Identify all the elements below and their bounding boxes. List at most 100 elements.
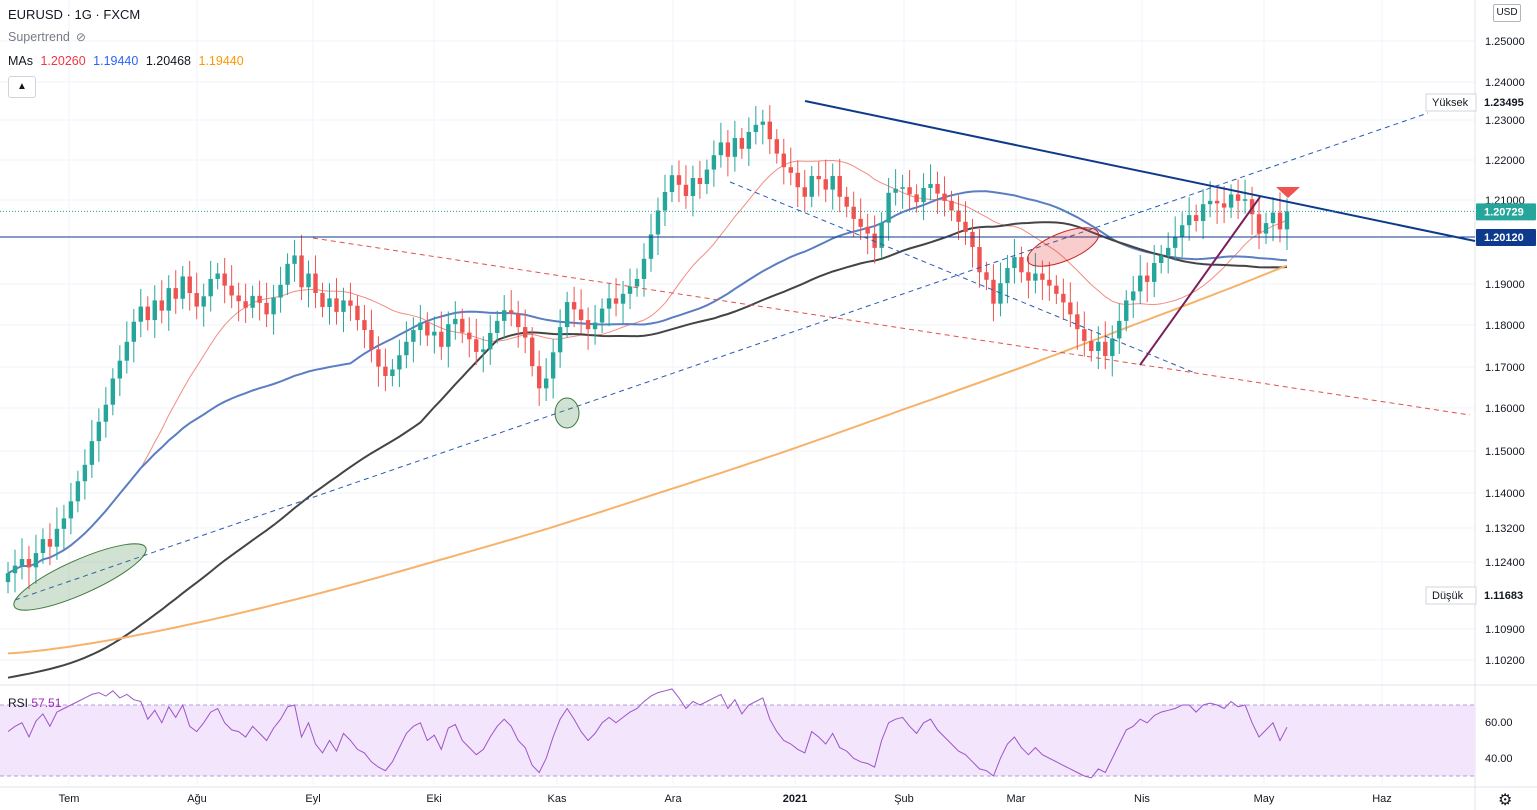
- candle-body: [138, 306, 143, 322]
- candle-body: [243, 301, 248, 308]
- candle-body: [75, 481, 81, 502]
- candle-body: [19, 559, 25, 566]
- currency-selector[interactable]: USD: [1493, 4, 1521, 22]
- support-trendline: [1139, 196, 1261, 366]
- candle-body: [921, 188, 926, 203]
- candle-body: [1179, 225, 1185, 237]
- candle-body: [900, 187, 905, 189]
- candle-body: [411, 330, 416, 342]
- candle-body: [1117, 320, 1122, 339]
- candle-body: [578, 309, 584, 321]
- sell-signal-marker: [1276, 187, 1300, 198]
- candle-body: [788, 167, 793, 173]
- resistance-dashed-line: [312, 237, 1471, 416]
- candle-body: [522, 327, 528, 338]
- ma20-line: [7, 159, 1288, 574]
- candle-body: [1152, 263, 1157, 282]
- candle-body: [648, 234, 654, 259]
- candle-body: [711, 155, 717, 170]
- candle-body: [1277, 212, 1283, 230]
- candle-body: [152, 300, 157, 321]
- price-tick-label: 1.16000: [1485, 403, 1525, 415]
- high-price-tag-bg: [1476, 94, 1536, 111]
- rsi-legend[interactable]: RSI 57.51: [8, 696, 61, 710]
- candle-body: [376, 349, 381, 367]
- candle-body: [977, 247, 982, 273]
- price-tick-label: 1.23000: [1485, 115, 1525, 127]
- candle-body: [96, 421, 102, 442]
- candle-body: [159, 300, 164, 311]
- candle-body: [460, 318, 465, 333]
- candle-body: [529, 337, 535, 367]
- candle-body: [250, 295, 255, 308]
- candle-body: [1061, 293, 1066, 303]
- rsi-label: RSI: [8, 696, 29, 710]
- candle-body: [502, 310, 507, 321]
- candle-body: [173, 288, 178, 299]
- candle-body: [893, 188, 898, 193]
- candle-body: [669, 175, 675, 192]
- candle-body: [1200, 204, 1206, 221]
- candle-body: [830, 176, 835, 190]
- candle-body: [599, 308, 605, 323]
- candle-body: [208, 278, 213, 297]
- candle-body: [418, 322, 423, 331]
- candle-body: [935, 184, 940, 194]
- symbol-name: EURUSD: [8, 7, 63, 22]
- rsi-tick-label: 60.00: [1485, 717, 1513, 729]
- candle-body: [1256, 214, 1262, 234]
- candle-body: [760, 121, 766, 125]
- candle-body: [1138, 275, 1143, 292]
- candle-body: [278, 284, 283, 298]
- candle-body: [33, 553, 39, 568]
- price-tick-label: 1.10900: [1485, 624, 1525, 636]
- time-tick-label: Eki: [426, 793, 441, 805]
- candle-body: [187, 276, 192, 294]
- candle-body: [550, 352, 556, 379]
- candle-body: [1033, 273, 1038, 281]
- candle-body: [488, 332, 493, 350]
- candle-body: [1284, 211, 1290, 230]
- mas-legend[interactable]: MAs 1.20260 1.19440 1.20468 1.19440: [8, 52, 244, 70]
- candle-body: [725, 142, 731, 157]
- supertrend-legend[interactable]: Supertrend ⊘: [8, 28, 86, 46]
- candle-body: [781, 153, 786, 168]
- candle-body: [271, 297, 276, 315]
- candle-body: [1270, 212, 1276, 224]
- gear-icon[interactable]: ⚙: [1498, 792, 1513, 809]
- candle-body: [753, 124, 759, 132]
- candle-body: [348, 300, 353, 306]
- mas-label: MAs: [8, 54, 33, 68]
- current-price-tag-value: 1.20729: [1484, 206, 1524, 218]
- price-tick-label: 1.15000: [1485, 446, 1525, 458]
- candle-body: [313, 273, 318, 294]
- pivot-ellipse: [554, 397, 580, 429]
- collapse-legend-button[interactable]: ▲: [8, 76, 36, 98]
- candle-body: [1012, 257, 1017, 269]
- candle-body: [40, 539, 46, 554]
- candle-body: [292, 255, 297, 264]
- candle-body: [215, 273, 220, 279]
- candle-body: [1089, 340, 1094, 352]
- candle-body: [103, 404, 109, 422]
- candle-body: [571, 302, 577, 310]
- high-price-tag-label-bg: [1425, 93, 1477, 112]
- candle-body: [886, 192, 891, 223]
- candle-body: [1145, 275, 1150, 282]
- candle-body: [662, 192, 668, 211]
- time-tick-label: Eyl: [305, 793, 320, 805]
- high-price-tag-value: 1.23495: [1484, 97, 1524, 109]
- rsi-tick-label: 40.00: [1485, 753, 1513, 765]
- ascending-channel-line: [14, 112, 1429, 601]
- candle-body: [795, 172, 800, 188]
- eye-hidden-icon[interactable]: ⊘: [75, 30, 86, 44]
- candle-body: [425, 322, 430, 336]
- candle-body: [774, 139, 779, 154]
- descending-dashed-line: [729, 181, 1196, 374]
- candle-body: [536, 366, 542, 389]
- candle-body: [1242, 199, 1248, 201]
- low-price-tag-value: 1.11683: [1484, 590, 1523, 602]
- symbol-title[interactable]: EURUSD · 1G · FXCM: [8, 7, 141, 22]
- candle-body: [327, 298, 332, 307]
